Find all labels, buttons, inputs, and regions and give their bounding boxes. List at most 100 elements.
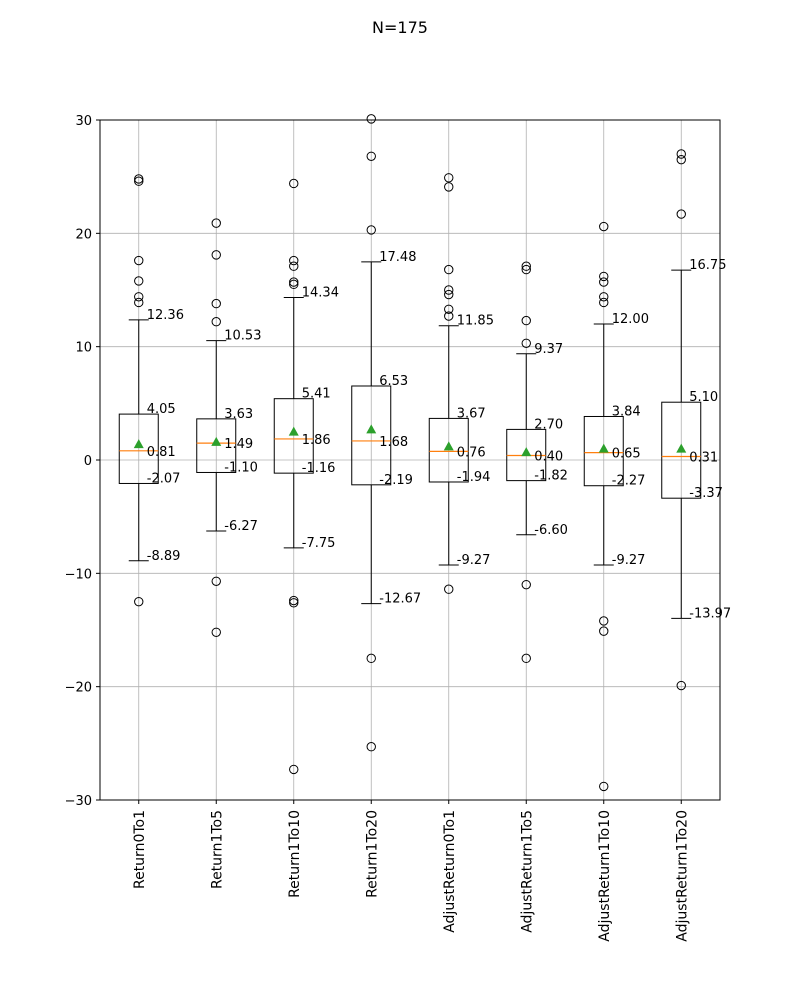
q3-label: 3.84 [612,404,641,419]
q3-label: 6.53 [379,374,408,389]
box-iqr [428,417,469,483]
median-label: 0.40 [534,449,563,464]
whisker-low-label: -13.97 [689,606,731,621]
x-tick-label: Return1To20 [364,810,380,898]
outlier-point [211,317,221,327]
outlier-point [599,616,609,626]
outlier-point [289,595,299,606]
outlier-point [444,285,454,295]
outlier-point [521,261,531,271]
median-label: 0.65 [612,447,641,462]
outlier-point [599,626,609,636]
outlier-point [366,742,376,752]
outlier-point [366,225,376,235]
x-tick-label: Return1To5 [209,810,225,889]
q1-label: -1.94 [457,470,491,485]
outlier-point [444,584,454,594]
whisker-high-label: 10.53 [224,329,261,344]
whisker-low-label: -7.75 [302,536,336,551]
outlier-point [521,264,531,275]
median-label: 0.81 [147,445,176,460]
outlier-point [211,627,221,637]
box-iqr [118,413,159,484]
y-tick-label: 20 [75,227,92,242]
y-tick-label: −20 [65,681,92,696]
q1-label: -2.19 [379,473,413,488]
x-tick-label: AdjustReturn0To1 [442,810,458,933]
q1-label: -1.82 [534,469,568,484]
outlier-point [444,173,454,183]
outlier-point [134,176,144,186]
outlier-point [211,298,221,309]
mean-marker [211,436,222,446]
outlier-point [676,149,686,159]
outlier-point [134,596,144,607]
q3-label: 5.10 [689,390,718,405]
outlier-point [289,598,299,608]
q3-label: 4.05 [147,402,176,417]
q1-label: -1.10 [224,460,258,475]
outlier-point [676,209,686,219]
outlier-point [599,277,609,287]
whisker-low-label: -12.67 [379,592,421,607]
outlier-point [676,154,686,165]
q3-label: 3.67 [457,406,486,421]
outlier-point [289,255,299,266]
whisker-high-label: 16.75 [689,258,726,273]
outlier-point [444,182,454,192]
whisker-high-label: 17.48 [379,250,416,265]
outlier-point [366,114,376,124]
whisker-high-label: 9.37 [534,342,563,357]
outlier-point [599,292,609,302]
outlier-point [599,271,609,282]
outlier-point [134,174,144,184]
mean-marker [133,439,144,449]
y-tick-label: −30 [65,794,92,809]
outlier-point [521,338,531,348]
x-tick-label: Return0To1 [132,810,148,889]
outlier-point [444,264,454,275]
box-iqr [351,385,392,486]
outlier-point [366,151,376,161]
plot-frame [99,119,721,801]
median-label: 1.49 [224,437,253,452]
whisker-low-label: -6.27 [224,519,258,534]
mean-marker [598,443,609,453]
mean-marker [443,441,454,451]
whisker-low-label: -6.60 [534,523,568,538]
outlier-point [366,653,376,664]
box-iqr [196,418,237,473]
outlier-point [521,315,531,326]
mean-marker [288,426,299,436]
whisker-low-label: -9.27 [612,553,646,568]
box-iqr [273,398,314,474]
outlier-point [599,297,609,308]
outlier-point [289,764,299,775]
chart-title: N=175 [372,18,428,37]
whisker-high-label: 14.34 [302,285,339,300]
outlier-point [444,289,454,300]
outlier-point [599,781,609,792]
whisker-low-label: -8.89 [147,549,181,564]
y-tick-label: 0 [84,454,92,469]
whisker-low-label: -9.27 [457,553,491,568]
whisker-high-label: 11.85 [457,314,494,329]
outlier-point [521,579,531,590]
box-iqr [583,415,624,487]
mean-marker [366,424,377,434]
median-label: 0.76 [457,445,486,460]
q1-label: -2.27 [612,474,646,489]
q1-label: -2.07 [147,471,181,486]
q1-label: -1.16 [302,461,336,476]
outlier-point [289,277,299,287]
x-tick-label: AdjustReturn1To10 [597,810,613,942]
median-label: 1.68 [379,435,408,450]
outlier-point [134,255,144,266]
outlier-point [676,680,686,691]
outlier-point [134,276,144,286]
box-iqr [661,401,702,499]
x-tick-label: Return1To10 [287,810,303,898]
outlier-point [289,261,299,271]
whisker-high-label: 12.00 [612,312,649,327]
